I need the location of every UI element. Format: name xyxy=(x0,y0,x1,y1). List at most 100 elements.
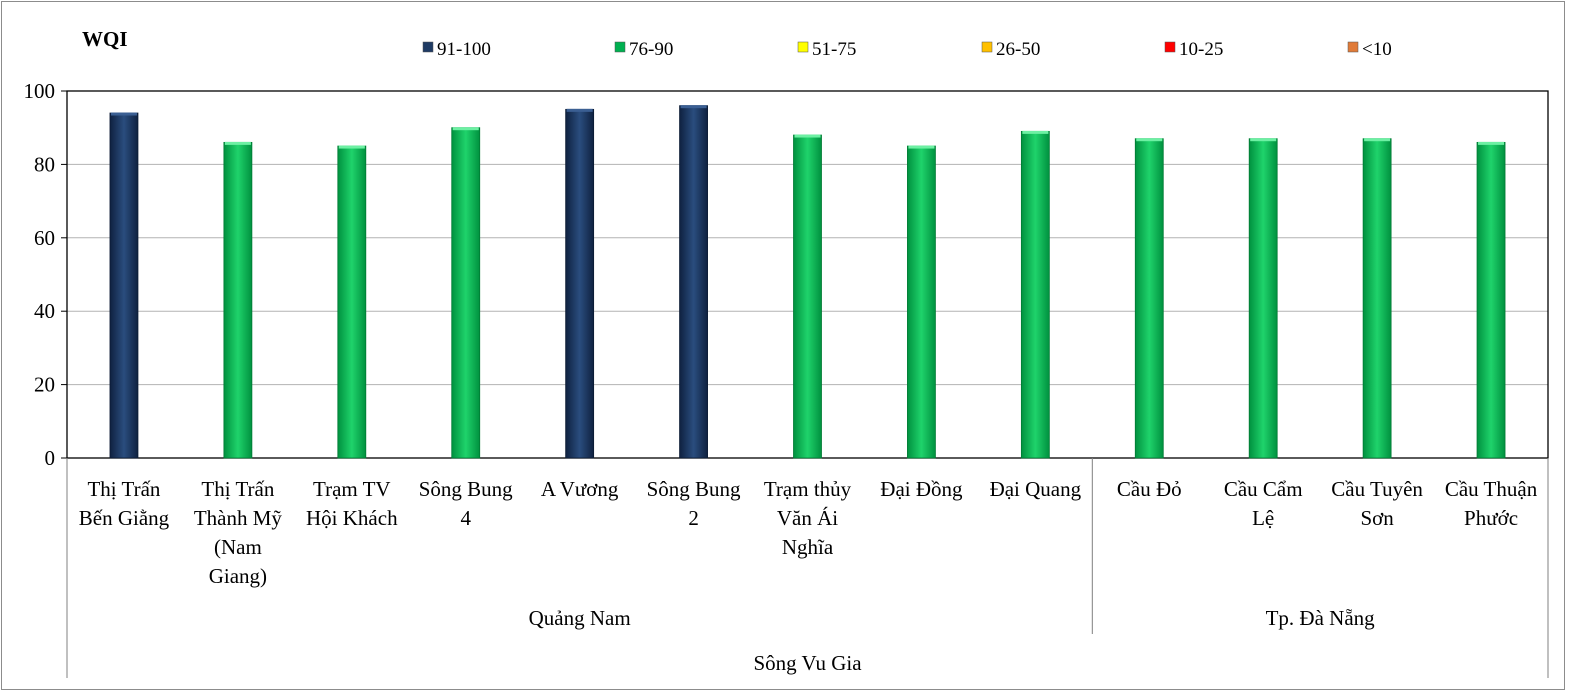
bar xyxy=(679,105,708,459)
y-tick-label: 20 xyxy=(34,373,55,397)
y-tick-label: 60 xyxy=(34,226,55,250)
legend-swatch xyxy=(422,41,434,53)
legend-label: 10-25 xyxy=(1179,39,1223,60)
bar-body xyxy=(451,127,481,459)
x-tick-label: Đại Quang xyxy=(990,477,1082,501)
legend-label: 76-90 xyxy=(629,39,673,60)
bar xyxy=(1248,138,1278,459)
chart-title: WQI xyxy=(82,27,128,51)
x-tick-label-line: Cầu Thuận xyxy=(1445,477,1538,501)
x-tick-label-line: Phước xyxy=(1464,506,1518,530)
legend-swatch xyxy=(797,41,809,53)
bar xyxy=(451,127,481,459)
y-tick-label: 0 xyxy=(45,446,56,470)
x-tick-label-line: 4 xyxy=(460,506,471,530)
y-tick-label: 100 xyxy=(24,79,56,103)
bar xyxy=(1020,130,1050,459)
x-tick-label-line: Văn Ái xyxy=(777,506,838,530)
x-tick-label-line: Sơn xyxy=(1360,506,1394,530)
x-tick-label-line: Sông Bung xyxy=(419,477,513,501)
x-tick-label: Cầu Cẩm Lệ xyxy=(1224,477,1303,530)
bar xyxy=(907,145,936,459)
x-tick-label-line: Cầu Tuyên xyxy=(1331,477,1423,501)
x-tick-label: Thị Trấn Bến Giằng xyxy=(79,477,170,530)
bar-body xyxy=(1362,138,1392,459)
x-tick-label-line: Trạm thủy xyxy=(764,477,852,501)
x-tick-label: Sông Bung 4 xyxy=(419,477,513,530)
y-tick-label: 40 xyxy=(34,299,55,323)
bar-body xyxy=(565,108,595,459)
bar xyxy=(565,108,595,459)
bar-body xyxy=(1134,138,1164,459)
x-tick-label-line: (Nam xyxy=(214,535,262,559)
bar-body xyxy=(109,112,139,459)
x-tick-label: Trạm TV Hội Khách xyxy=(306,477,398,530)
bar-body xyxy=(1248,138,1278,459)
group-label: Quảng Nam xyxy=(529,606,631,630)
legend-entry: 91-100 xyxy=(422,39,491,60)
bar-top xyxy=(566,108,593,112)
bar-top xyxy=(452,127,479,131)
bar-top xyxy=(1022,130,1049,134)
bar-body xyxy=(337,145,367,459)
x-tick-label: Cầu Thuận Phước xyxy=(1445,477,1538,530)
bar-top xyxy=(110,112,137,116)
x-tick-label-line: Thành Mỹ xyxy=(194,506,283,530)
x-tick-label-line: Thị Trấn xyxy=(87,477,160,501)
legend-entry: 76-90 xyxy=(614,39,673,60)
bars xyxy=(109,105,1506,459)
bar-top xyxy=(1364,138,1391,142)
bar-top xyxy=(794,134,821,138)
bar-top xyxy=(680,105,707,109)
bar xyxy=(1134,138,1164,459)
legend-label: <10 xyxy=(1362,39,1392,60)
bar-body xyxy=(907,145,936,459)
bar-body xyxy=(1020,130,1050,459)
x-tick-label: Trạm thủy Văn Ái Nghĩa xyxy=(764,477,852,559)
x-tick-label: A Vương xyxy=(541,477,619,501)
super-group-label: Sông Vu Gia xyxy=(753,651,862,675)
bar xyxy=(337,145,367,459)
legend-label: 26-50 xyxy=(996,39,1040,60)
bar xyxy=(223,141,253,459)
x-tick-label-line: Giang) xyxy=(209,564,267,588)
x-tick-label: Thị Trấn Thành Mỹ (Nam Giang) xyxy=(194,477,283,588)
x-tick-label-line: Cầu Đỏ xyxy=(1117,477,1182,501)
x-tick-label-line: Thị Trấn xyxy=(201,477,274,501)
x-tick-label-line: Nghĩa xyxy=(782,535,834,559)
bar xyxy=(109,112,139,459)
bar xyxy=(1476,141,1506,459)
legend-label: 91-100 xyxy=(437,39,491,60)
x-tick-label-line: Bến Giằng xyxy=(79,506,170,530)
legend-entry: 51-75 xyxy=(797,39,856,60)
legend-label: 51-75 xyxy=(812,39,856,60)
legend-swatch xyxy=(1164,41,1176,53)
x-tick-label-line: Hội Khách xyxy=(306,506,398,530)
x-tick-label-line: Sông Bung xyxy=(647,477,741,501)
x-tick-label-line: Cầu Cẩm xyxy=(1224,477,1303,501)
legend-swatch xyxy=(614,41,626,53)
legend-swatch xyxy=(1347,41,1359,53)
bar-top xyxy=(224,141,251,145)
chart-frame xyxy=(1,1,1565,690)
legend-entry: <10 xyxy=(1347,39,1392,60)
bar-top xyxy=(338,145,365,149)
bar xyxy=(1362,138,1392,459)
group-label: Tp. Đà Nẵng xyxy=(1266,606,1376,630)
bar-top xyxy=(1250,138,1277,142)
x-tick-label: Sông Bung 2 xyxy=(647,477,741,530)
bar-top xyxy=(1478,141,1505,145)
x-tick-label-line: Trạm TV xyxy=(313,477,391,501)
x-tick-label: Đại Đồng xyxy=(880,477,963,501)
x-tick-label-line: Đại Đồng xyxy=(880,477,963,501)
bar-body xyxy=(679,105,708,459)
bar-top xyxy=(908,145,935,149)
bar-top xyxy=(1136,138,1163,142)
x-axis: Thị Trấn Bến Giằng Thị Trấn Thành Mỹ (Nam Gia… xyxy=(66,458,1549,678)
legend: 91-100 76-90 51-75 26-50 10-25 <10 xyxy=(422,39,1392,60)
x-tick-label-line: 2 xyxy=(688,506,699,530)
legend-swatch xyxy=(981,41,993,53)
legend-entry: 26-50 xyxy=(981,39,1040,60)
x-tick-label: Cầu Đỏ xyxy=(1117,477,1182,501)
